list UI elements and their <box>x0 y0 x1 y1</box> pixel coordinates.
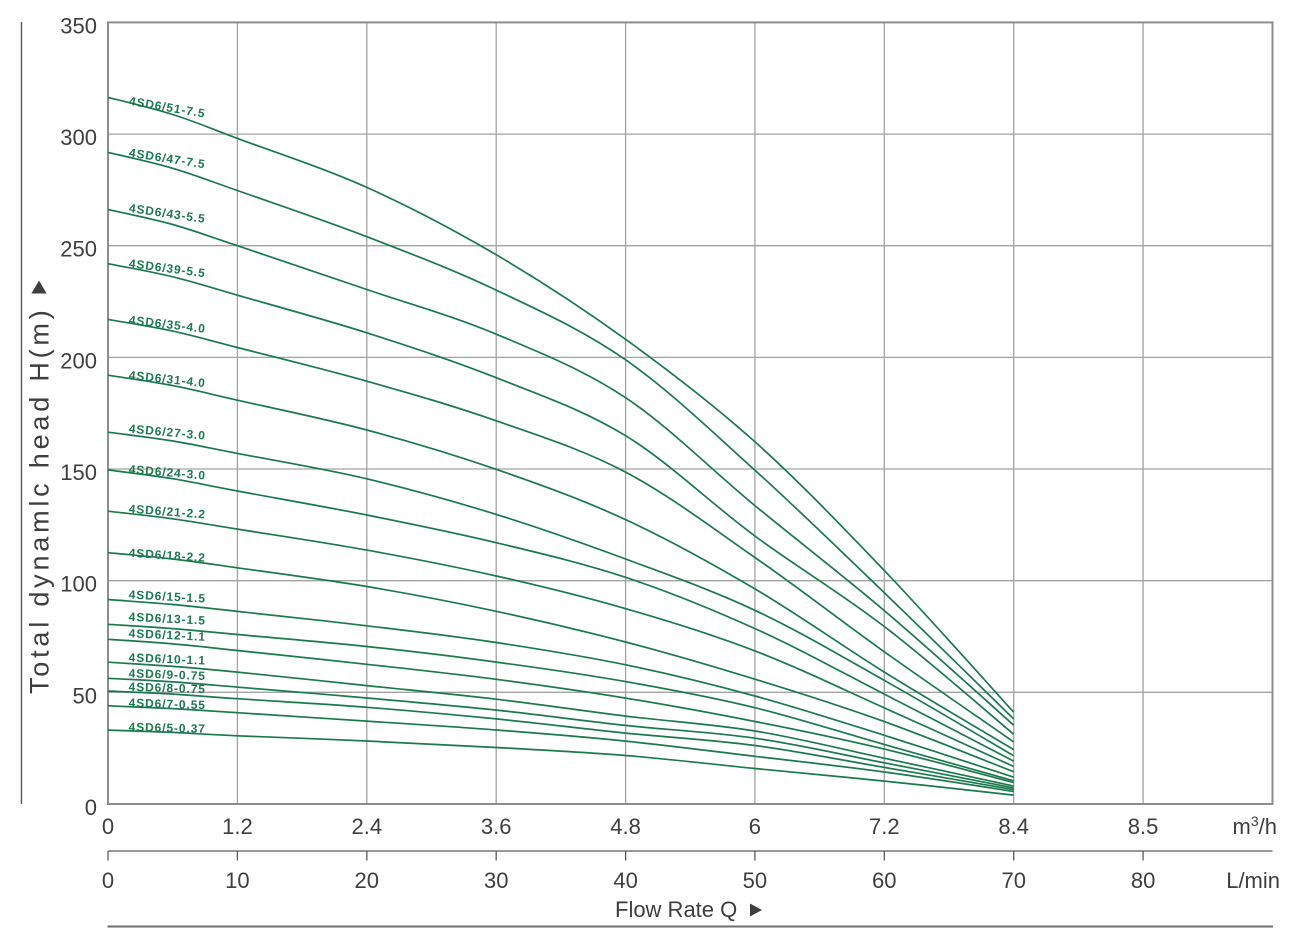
svg-text:0: 0 <box>102 868 114 893</box>
svg-text:40: 40 <box>613 868 637 893</box>
svg-text:L/min: L/min <box>1226 868 1280 893</box>
svg-text:50: 50 <box>743 868 767 893</box>
svg-text:8.4: 8.4 <box>998 814 1029 839</box>
svg-text:4SD6/13-1.5: 4SD6/13-1.5 <box>128 610 206 628</box>
svg-text:30: 30 <box>484 868 508 893</box>
svg-text:4SD6/5-0.37: 4SD6/5-0.37 <box>128 720 206 736</box>
svg-text:Flow Rate Q: Flow Rate Q <box>615 897 737 922</box>
svg-text:70: 70 <box>1001 868 1025 893</box>
svg-text:4SD6/12-1.1: 4SD6/12-1.1 <box>128 626 206 644</box>
svg-text:1.2: 1.2 <box>222 814 253 839</box>
svg-text:4.8: 4.8 <box>610 814 641 839</box>
svg-text:4SD6/7-0.55: 4SD6/7-0.55 <box>128 696 206 712</box>
svg-text:Total dynamlc head H(m): Total dynamlc head H(m) <box>25 306 55 694</box>
svg-text:4SD6/24-3.0: 4SD6/24-3.0 <box>128 462 206 482</box>
svg-text:10: 10 <box>225 868 249 893</box>
svg-text:4SD6/18-2.2: 4SD6/18-2.2 <box>128 546 206 565</box>
svg-text:60: 60 <box>872 868 896 893</box>
svg-text:2.4: 2.4 <box>352 814 383 839</box>
svg-text:4SD6/9-0.75: 4SD6/9-0.75 <box>128 666 206 683</box>
svg-text:6: 6 <box>749 814 761 839</box>
svg-text:4SD6/15-1.5: 4SD6/15-1.5 <box>128 587 206 605</box>
svg-text:200: 200 <box>60 348 97 373</box>
svg-text:150: 150 <box>60 460 97 485</box>
svg-text:4SD6/10-1.1: 4SD6/10-1.1 <box>128 651 206 668</box>
svg-text:4SD6/8-0.75: 4SD6/8-0.75 <box>128 680 206 697</box>
svg-text:250: 250 <box>60 237 97 262</box>
svg-text:4SD6/21-2.2: 4SD6/21-2.2 <box>128 502 206 522</box>
svg-text:3.6: 3.6 <box>481 814 512 839</box>
svg-text:0: 0 <box>102 814 114 839</box>
svg-text:350: 350 <box>60 13 97 38</box>
svg-text:300: 300 <box>60 125 97 150</box>
svg-text:20: 20 <box>355 868 379 893</box>
svg-text:8.5: 8.5 <box>1128 814 1159 839</box>
svg-text:100: 100 <box>60 572 97 597</box>
svg-text:50: 50 <box>73 683 97 708</box>
svg-text:7.2: 7.2 <box>869 814 900 839</box>
svg-text:0: 0 <box>85 795 97 820</box>
svg-text:80: 80 <box>1131 868 1155 893</box>
